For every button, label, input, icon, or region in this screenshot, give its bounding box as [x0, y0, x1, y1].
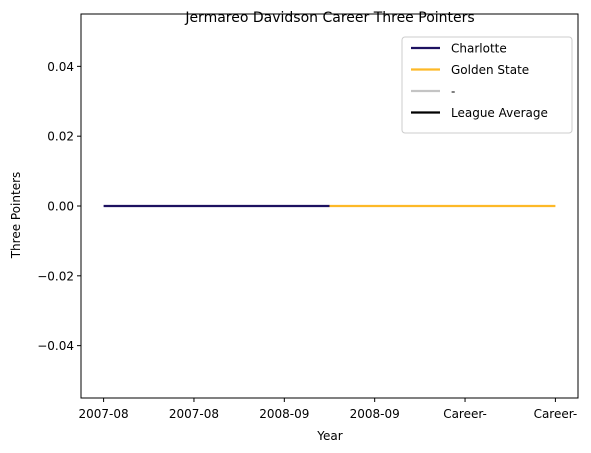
legend-label: -	[451, 85, 455, 99]
x-tick-label: 2007-08	[169, 407, 219, 421]
y-tick-label: 0.04	[47, 60, 74, 74]
x-tick-label: Career-	[443, 407, 487, 421]
legend-frame	[401, 36, 573, 134]
y-tick-label: 0.00	[47, 200, 74, 214]
x-tick-label: 2008-09	[350, 407, 400, 421]
legend-label: Charlotte	[451, 42, 507, 56]
x-tick-label: 2008-09	[259, 407, 309, 421]
x-axis-label: Year	[316, 429, 342, 443]
legend-label: League Average	[451, 106, 548, 120]
y-tick-label: −0.04	[37, 339, 74, 353]
x-tick-label: 2007-08	[79, 407, 129, 421]
y-tick-label: 0.02	[47, 130, 74, 144]
y-axis: −0.04 −0.02 0.00 0.02 0.04	[37, 60, 81, 353]
legend-label: Golden State	[451, 63, 529, 77]
chart-title: Jermareo Davidson Career Three Pointers	[184, 10, 474, 26]
x-tick-label: Career-	[534, 407, 578, 421]
legend: Charlotte Golden State - League Average	[401, 36, 573, 134]
y-axis-label: Three Pointers	[9, 172, 23, 260]
y-tick-label: −0.02	[37, 269, 74, 283]
x-axis: 2007-08 2007-08 2008-09 2008-09 Career- Caree…	[79, 398, 578, 421]
